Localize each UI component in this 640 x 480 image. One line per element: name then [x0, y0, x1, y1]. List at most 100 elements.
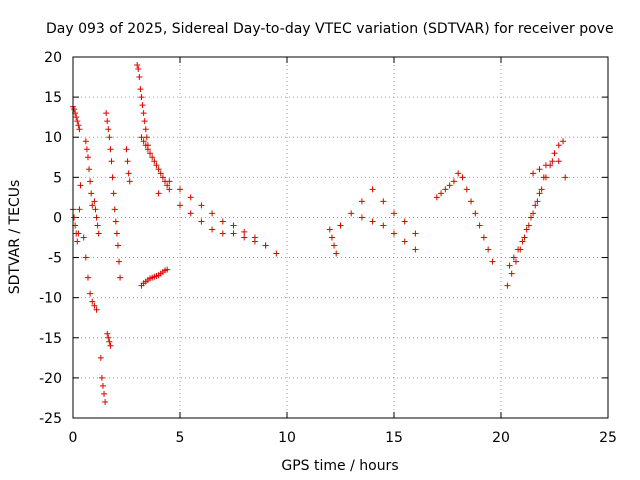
data-point [369, 218, 376, 225]
data-point [519, 238, 526, 245]
data-point [551, 150, 558, 157]
series-arc-4 [80, 234, 100, 313]
data-point [230, 222, 237, 229]
data-point [142, 126, 149, 133]
data-point [124, 158, 131, 165]
data-point [391, 230, 397, 237]
data-point [512, 258, 519, 265]
data-point [166, 186, 173, 193]
data-point [164, 266, 171, 273]
series-arc-11 [138, 134, 173, 193]
data-point [157, 170, 164, 177]
y-tick-labels: -25 -20 -15 -10 -5 0 5 10 15 20 [39, 50, 62, 427]
series-arc-10 [134, 62, 151, 149]
series-arc-17 [358, 214, 419, 253]
data-point [144, 146, 151, 153]
data-point [105, 126, 112, 133]
data-point [82, 254, 89, 261]
x-tick-label: 5 [176, 430, 185, 446]
data-point [331, 242, 338, 249]
data-point [116, 258, 123, 265]
data-point [187, 194, 194, 201]
x-tick-label: 10 [278, 430, 296, 446]
data-point [459, 174, 466, 181]
data-point [106, 338, 113, 345]
data-point [489, 258, 496, 265]
data-point [74, 238, 81, 245]
data-point [114, 242, 121, 249]
data-point [91, 198, 98, 205]
data-point [139, 102, 146, 109]
data-point [80, 234, 87, 241]
data-point [97, 354, 104, 361]
series-arc-2 [70, 182, 84, 245]
data-point [241, 234, 248, 241]
data-point [98, 374, 105, 381]
data-point [391, 210, 397, 217]
data-point [380, 198, 387, 205]
data-point [125, 170, 132, 177]
data-point [446, 182, 453, 189]
data-point [532, 202, 539, 209]
data-point [562, 174, 569, 181]
grid-lines [73, 57, 608, 418]
x-tick-label: 0 [69, 430, 78, 446]
data-point [540, 174, 547, 181]
data-point [108, 158, 115, 165]
data-point [209, 210, 216, 217]
data-point [138, 94, 145, 101]
data-point [555, 158, 562, 165]
data-point [87, 290, 94, 297]
data-point [230, 230, 237, 237]
data-point [74, 118, 81, 125]
data-point [560, 138, 567, 145]
data-point [442, 186, 449, 193]
series-arc-5 [91, 198, 102, 237]
data-point [536, 190, 543, 197]
data-point [104, 118, 111, 125]
data-point [126, 178, 133, 185]
data-point [84, 154, 91, 161]
data-point [472, 210, 479, 217]
data-point [71, 106, 78, 113]
y-axis-label: SDTVAR / TECUs [7, 180, 23, 295]
data-point [110, 190, 117, 197]
data-point [135, 66, 142, 73]
data-point [369, 186, 376, 193]
data-point [107, 146, 114, 153]
y-tick-label: -10 [39, 291, 62, 307]
data-point [73, 114, 80, 121]
y-tick-label: -5 [48, 251, 62, 267]
data-point [485, 246, 492, 253]
data-point [92, 206, 99, 213]
data-point [515, 246, 522, 253]
series-arc-15 [326, 226, 340, 257]
data-point [159, 174, 166, 181]
series-arc-14 [177, 202, 269, 249]
data-point [401, 238, 408, 245]
data-point [155, 166, 162, 173]
series-arc-8 [103, 110, 124, 281]
data-point [198, 202, 205, 209]
data-point [123, 146, 130, 153]
data-point [109, 174, 116, 181]
data-point [433, 194, 440, 201]
data-point [209, 226, 216, 233]
data-point [510, 254, 517, 261]
data-point [89, 298, 96, 305]
data-point [198, 218, 205, 225]
data-point [187, 210, 194, 217]
data-point [358, 198, 365, 205]
data-point [525, 222, 532, 229]
data-point [89, 202, 96, 209]
data-point [348, 210, 355, 217]
y-tick-label: 5 [53, 170, 62, 186]
data-point [101, 390, 108, 397]
data-point [143, 134, 150, 141]
series-arc-18 [433, 170, 496, 265]
data-point [75, 230, 82, 237]
data-point [138, 134, 145, 141]
data-point [71, 214, 78, 221]
data-point [166, 178, 173, 185]
data-point [219, 218, 226, 225]
